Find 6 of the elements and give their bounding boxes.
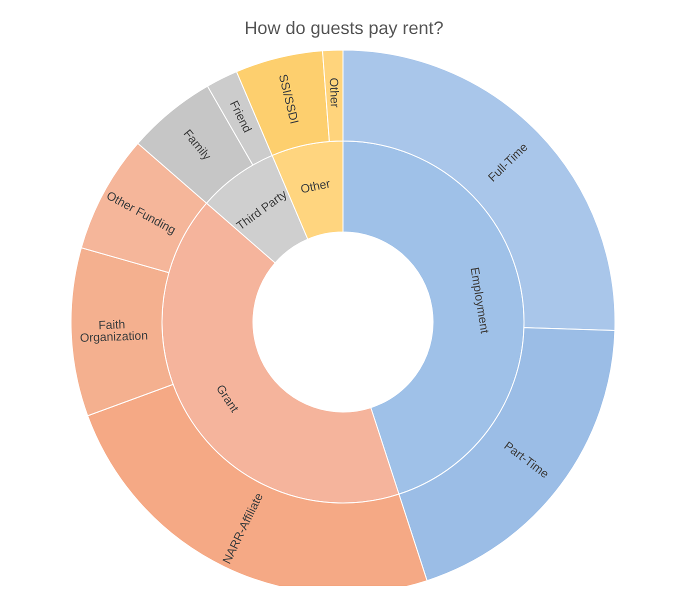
slice-label: Other: [299, 176, 332, 196]
slice-label: SSI/SSDI: [276, 72, 302, 126]
slice-label: Faith Organization: [80, 317, 148, 345]
slice-label: Other: [326, 77, 342, 108]
chart-title: How do guests pay rent?: [244, 18, 444, 38]
slice-label: Employment: [468, 266, 492, 336]
